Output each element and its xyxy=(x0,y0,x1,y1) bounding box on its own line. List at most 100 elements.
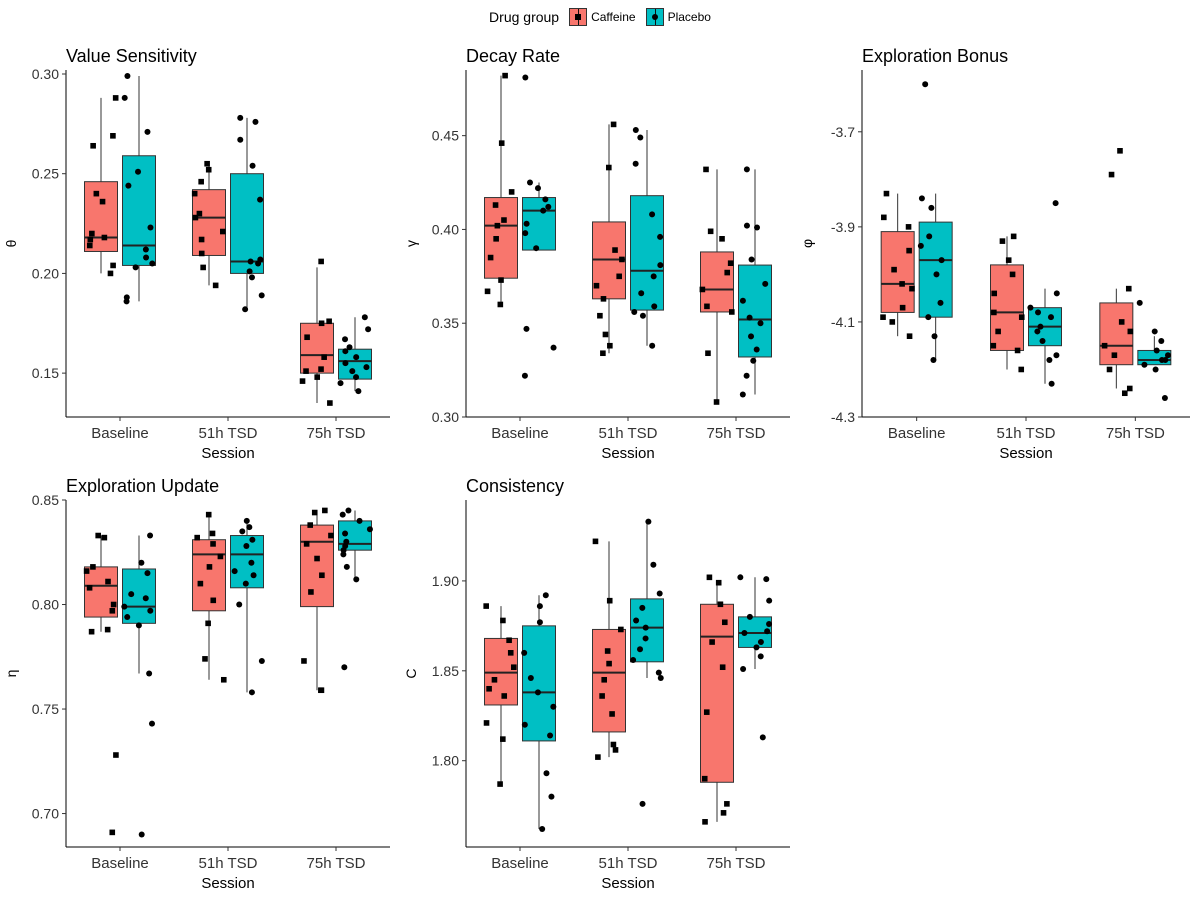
data-point xyxy=(361,314,368,321)
data-point xyxy=(1009,271,1016,278)
data-point xyxy=(124,72,131,79)
y-tick-label: 1.90 xyxy=(432,573,459,589)
box-iqr xyxy=(230,535,264,589)
data-point xyxy=(739,297,746,304)
box-placebo-0 xyxy=(917,81,953,363)
data-point xyxy=(200,264,206,271)
data-point xyxy=(639,800,646,807)
legend-item-caffeine: Caffeine xyxy=(569,8,636,26)
data-point xyxy=(121,603,128,610)
y-tick-label: 1.85 xyxy=(432,663,459,679)
data-point xyxy=(650,273,657,280)
data-point xyxy=(602,331,609,338)
box-placebo-0 xyxy=(121,532,156,838)
box-iqr xyxy=(300,322,334,374)
data-point xyxy=(717,601,724,608)
data-point xyxy=(637,134,644,141)
data-point xyxy=(501,693,508,699)
data-point xyxy=(550,703,557,710)
data-point xyxy=(523,325,530,332)
data-point xyxy=(724,801,730,807)
data-point xyxy=(125,182,132,189)
panel-0: Value Sensitivity 0.15 0.20 0.25 0.30 θ Baseli… xyxy=(3,46,390,462)
data-point xyxy=(90,142,96,149)
data-point xyxy=(536,619,543,626)
data-point xyxy=(727,260,734,266)
data-point xyxy=(1127,328,1134,335)
data-point xyxy=(612,247,618,253)
data-point xyxy=(1037,323,1044,330)
data-point xyxy=(1027,304,1034,311)
data-point xyxy=(205,511,212,518)
data-point xyxy=(739,391,746,398)
data-point xyxy=(642,624,649,631)
data-point xyxy=(753,346,760,353)
data-point xyxy=(1153,347,1160,354)
data-point xyxy=(746,613,753,620)
data-point xyxy=(246,524,253,531)
box-iqr xyxy=(192,189,226,256)
box-iqr xyxy=(990,264,1024,351)
data-point xyxy=(931,333,938,340)
data-point xyxy=(202,656,208,662)
data-point xyxy=(1118,319,1125,325)
data-point xyxy=(483,720,490,726)
box-iqr xyxy=(300,524,334,608)
data-point xyxy=(128,591,135,598)
data-point xyxy=(543,770,550,777)
data-point xyxy=(205,620,211,627)
data-point xyxy=(651,303,658,310)
data-point xyxy=(642,635,649,642)
data-point xyxy=(197,580,204,587)
data-point xyxy=(527,674,534,681)
data-point xyxy=(90,564,96,570)
data-point xyxy=(743,166,750,173)
data-point xyxy=(366,526,373,533)
data-point xyxy=(764,628,771,635)
box-placebo-2 xyxy=(1136,299,1172,401)
data-point xyxy=(906,333,913,339)
data-point xyxy=(299,378,306,384)
data-point xyxy=(657,674,664,681)
data-point xyxy=(346,344,353,351)
data-point xyxy=(493,236,499,242)
panel-1: Decay Rate 0.30 0.35 0.40 0.45 γ Baseline 51h T… xyxy=(403,46,790,462)
data-point xyxy=(500,617,506,624)
data-point xyxy=(1162,356,1169,363)
data-point xyxy=(883,190,890,197)
data-point xyxy=(89,230,95,237)
data-point xyxy=(741,630,748,637)
data-point xyxy=(937,299,944,306)
data-point xyxy=(633,617,640,624)
box-iqr xyxy=(630,195,664,311)
data-point xyxy=(656,590,663,597)
data-point xyxy=(766,597,773,604)
data-point xyxy=(506,637,512,644)
box-placebo-2 xyxy=(738,166,772,398)
panel-4: Consistency 1.80 1.85 1.90 C Baseline 51h TSD 7… xyxy=(403,476,790,892)
data-point xyxy=(757,639,764,646)
data-point xyxy=(1101,342,1108,349)
data-point xyxy=(540,207,547,214)
data-point xyxy=(321,354,327,360)
data-point xyxy=(258,657,265,664)
data-point xyxy=(363,364,370,371)
x-axis-title: Session xyxy=(601,875,654,892)
data-point xyxy=(311,509,318,516)
data-point xyxy=(502,72,508,79)
data-point xyxy=(303,541,310,547)
data-point xyxy=(597,312,603,319)
data-point xyxy=(1126,385,1133,392)
data-point xyxy=(1052,200,1059,207)
data-point xyxy=(542,196,549,203)
data-point xyxy=(705,350,711,357)
data-point xyxy=(237,136,244,143)
data-point xyxy=(631,308,638,315)
data-point xyxy=(239,528,246,535)
panel-3: Exploration Update 0.70 0.75 0.80 0.85 η Basel… xyxy=(3,476,390,892)
data-point xyxy=(231,568,238,575)
data-point xyxy=(905,224,912,230)
data-point xyxy=(706,574,713,581)
data-point xyxy=(353,374,360,381)
data-point xyxy=(142,246,149,253)
